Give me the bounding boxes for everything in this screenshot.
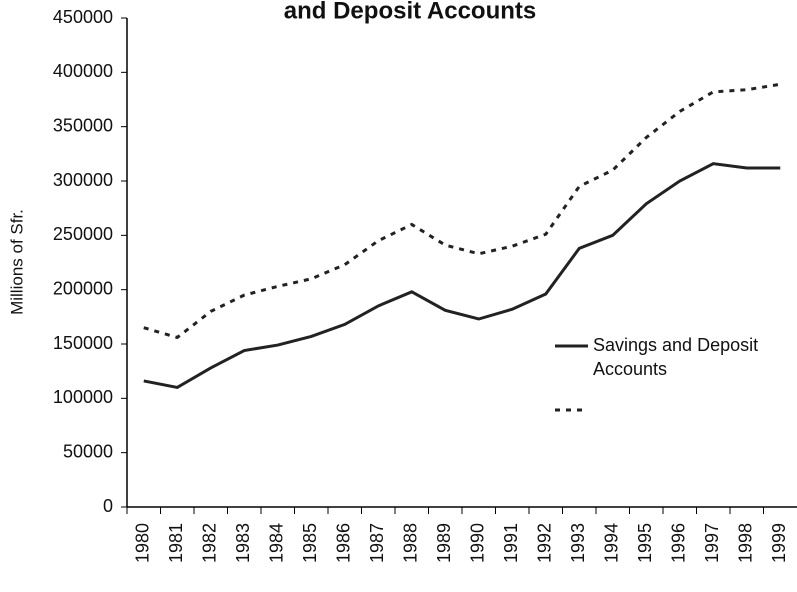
y-tick-label: 250000 (53, 224, 113, 244)
x-tick-label: 1996 (669, 523, 689, 563)
legend-label: Savings and Deposit Accounts (593, 335, 763, 379)
y-tick-label: 50000 (63, 441, 113, 461)
x-tick-label: 1981 (166, 523, 186, 563)
series-line (143, 162, 781, 390)
x-tick-label: 1988 (401, 523, 421, 563)
y-tick-label: 200000 (53, 278, 113, 298)
x-tick-label: 1994 (602, 523, 622, 563)
x-tick-label: 1998 (736, 523, 756, 563)
x-tick-label: 1990 (468, 523, 488, 563)
x-tick-label: 1991 (501, 523, 521, 563)
y-tick-label: 150000 (53, 333, 113, 353)
series-line (143, 82, 781, 340)
x-tick-label: 1999 (769, 523, 789, 563)
x-tick-label: 1989 (434, 523, 454, 563)
x-tick-label: 1995 (635, 523, 655, 563)
y-tick-label: 400000 (53, 61, 113, 81)
x-tick-label: 1986 (334, 523, 354, 563)
y-tick-label: 300000 (53, 170, 113, 190)
y-tick-label: 450000 (53, 7, 113, 27)
x-tick-label: 1992 (535, 523, 555, 563)
y-tick-label: 0 (103, 496, 113, 516)
x-tick-label: 1982 (200, 523, 220, 563)
chart-title: and Deposit Accounts (284, 0, 536, 24)
x-tick-label: 1987 (367, 523, 387, 563)
x-tick-label: 1983 (233, 523, 253, 563)
y-tick-label: 100000 (53, 387, 113, 407)
y-tick-label: 350000 (53, 115, 113, 135)
x-tick-label: 1997 (702, 523, 722, 563)
x-tick-label: 1980 (133, 523, 153, 563)
x-tick-label: 1985 (300, 523, 320, 563)
x-tick-label: 1984 (267, 523, 287, 563)
x-tick-label: 1993 (568, 523, 588, 563)
y-axis-label: Millions of Sfr. (7, 209, 26, 315)
